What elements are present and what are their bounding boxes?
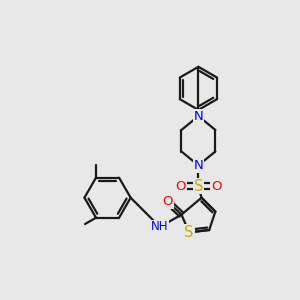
Text: O: O [211,180,221,193]
Text: S: S [194,178,203,194]
Text: O: O [162,195,173,208]
Text: S: S [184,225,194,240]
Text: NH: NH [151,220,169,233]
Text: N: N [194,159,203,172]
Text: N: N [194,110,203,123]
Text: O: O [176,180,186,193]
